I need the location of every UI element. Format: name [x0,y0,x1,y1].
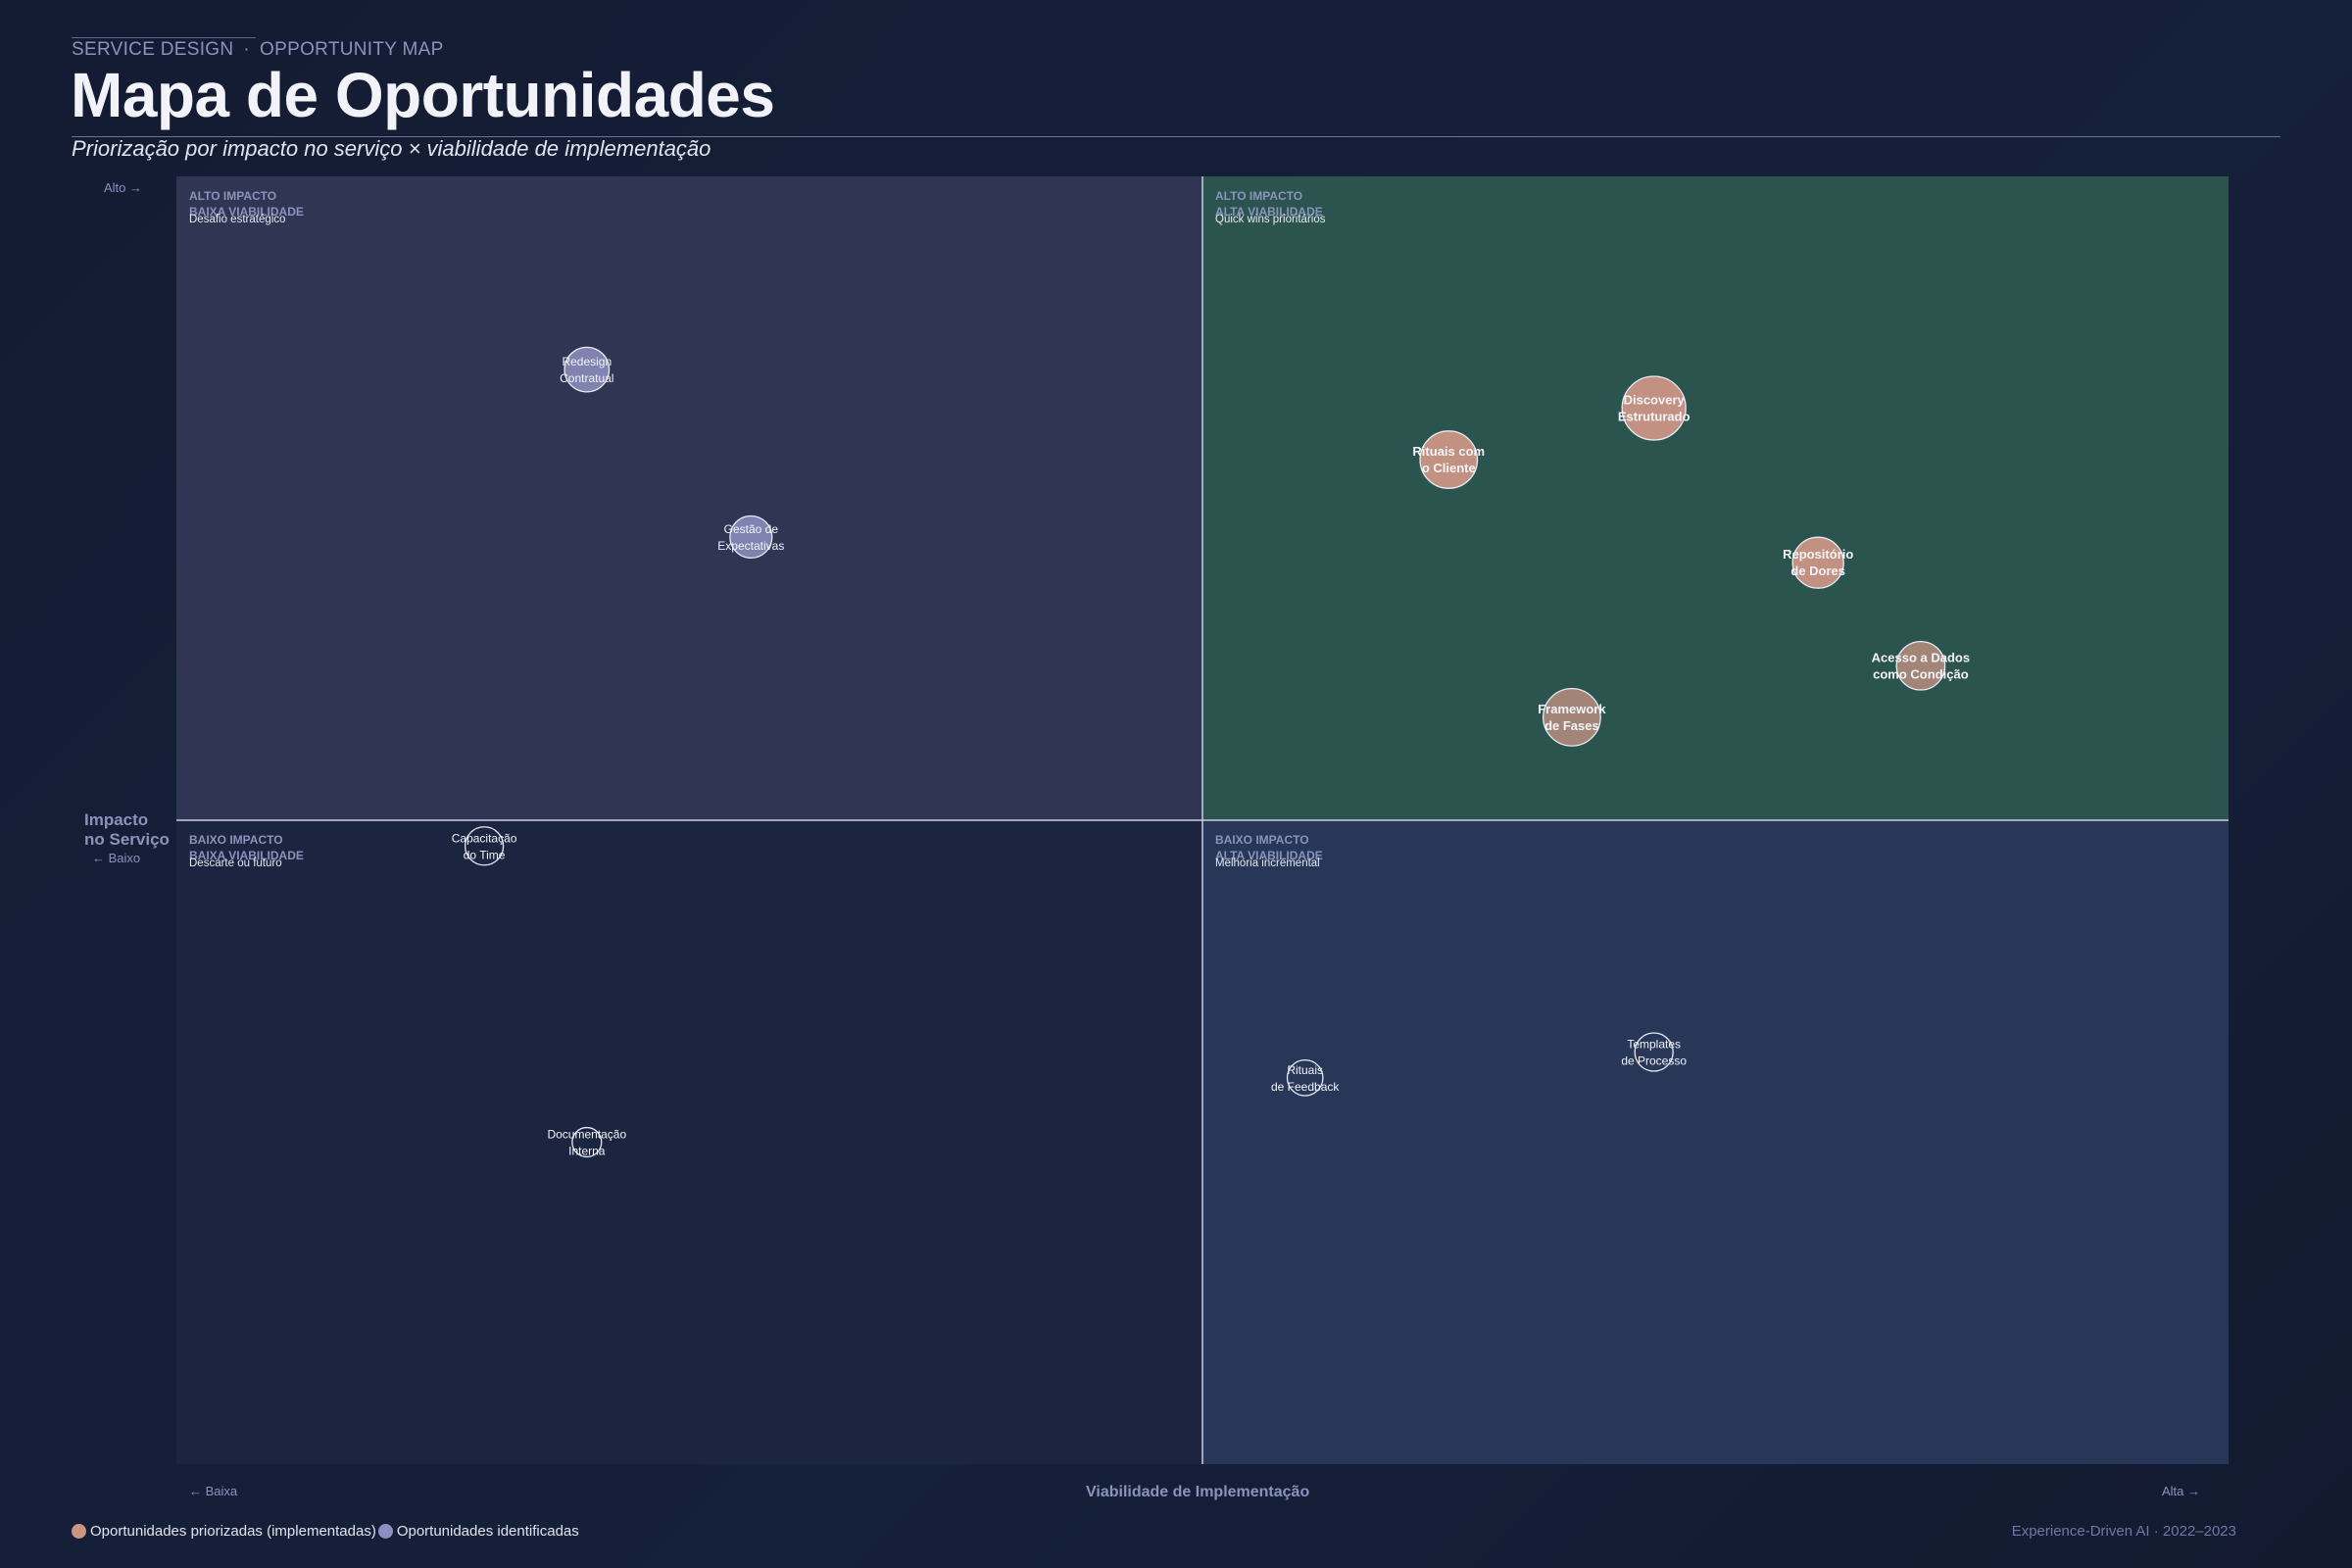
y-axis-title-line2: no Serviço [84,830,170,849]
quadrants [176,176,2229,1464]
quadrant-top-right [1202,176,2229,820]
bubble[interactable] [1621,375,1687,441]
footer-credit: Experience-Driven AI · 2022–2023 [2011,1523,2236,1540]
point-label: de Processo [1621,1054,1687,1068]
bubble[interactable] [1791,536,1844,589]
point-label: Redesign [562,355,612,368]
y-axis-high-label: Alto → [104,180,143,195]
eyebrow-right: OPPORTUNITY MAP [260,39,444,60]
page-title: Mapa de Oportunidades [71,60,775,130]
point-label: Framework [1538,702,1606,716]
quadrant-bottom-left [176,820,1202,1464]
eyebrow-rule [72,37,256,38]
bubble[interactable] [564,346,611,393]
point-label: Estruturado [1618,410,1690,424]
bubble[interactable] [1634,1032,1674,1072]
point-label: Repositório [1783,547,1853,562]
point-capacitação-do-time[interactable]: Capacitação do Time [452,826,517,866]
point-label: Rituais [1287,1063,1323,1077]
quadrant-subtitle: ALTA VIABILIDADE [1215,205,1323,219]
quadrant-description: Desafio estratégico [189,214,285,225]
page-subtitle: Priorização por impacto no serviço × via… [72,136,711,161]
point-rituais-de-feedback[interactable]: Rituais de Feedback [1271,1058,1340,1097]
eyebrow-left: SERVICE DESIGN [72,39,234,60]
bubble[interactable] [1543,687,1601,747]
point-documentação-interna[interactable]: Documentação Interna [547,1126,626,1158]
point-label: de Feedback [1271,1080,1340,1094]
point-label: de Fases [1544,718,1599,733]
y-axis-title: Impacto no Serviço [84,810,170,850]
legend-item-prioritized: Oportunidades priorizadas (implementadas… [72,1523,376,1540]
title-rule [72,136,2280,137]
point-label: Capacitação [452,831,517,845]
point-label: Gestão de [724,522,779,536]
bubble[interactable] [571,1126,603,1158]
point-label: o Cliente [1422,461,1476,475]
quadrant-title: ALTO IMPACTO [1215,189,1302,203]
point-label: Documentação [547,1128,626,1142]
point-label: Acesso a Dados [1872,650,1970,664]
quadrant-title: BAIXO IMPACTO [1215,833,1309,847]
y-axis-low-label: ← Baixo [92,851,141,865]
legend-label-prioritized: Oportunidades priorizadas (implementadas… [90,1523,376,1540]
quadrant-title: BAIXO IMPACTO [189,833,283,847]
legend: Oportunidades priorizadas (implementadas… [72,1523,581,1540]
point-framework-de-fases[interactable]: Framework de Fases [1538,687,1606,747]
point-gestão-de-expectativas[interactable]: Gestão de Expectativas [717,514,784,560]
quadrant-bottom-right [1202,820,2229,1464]
point-label: de Dores [1790,564,1845,578]
y-axis-title-line1: Impacto [84,810,149,829]
bubble[interactable] [1419,430,1479,489]
point-redesign-contratual[interactable]: Redesign Contratual [560,346,613,393]
quadrant-subtitle: BAIXA VIABILIDADE [189,849,304,862]
quadrant-description: Quick wins prioritários [1215,214,1326,225]
point-label: como Condição [1873,666,1969,681]
point-repositório-de-dores[interactable]: Repositório de Dores [1783,536,1853,589]
x-axis-low-label: ← Baixa [189,1484,238,1498]
legend-swatch-prioritized [72,1524,86,1539]
x-axis-high-label: Alta → [2162,1484,2201,1498]
bubble[interactable] [729,514,773,560]
point-label: Contratual [560,371,613,385]
point-label: Expectativas [717,539,784,553]
point-templates-de-processo[interactable]: Templates de Processo [1621,1032,1687,1072]
quadrant-subtitle: ALTA VIABILIDADE [1215,849,1323,862]
bubble[interactable] [1895,640,1946,691]
data-points: Discovery Estruturado Rituais com o Cliente… [452,346,1970,1158]
eyebrow: SERVICE DESIGN · OPPORTUNITY MAP [72,39,444,61]
point-discovery-estruturado[interactable]: Discovery Estruturado [1618,375,1690,441]
legend-label-identified: Oportunidades identificadas [396,1523,579,1540]
point-label: Templates [1627,1038,1681,1052]
x-axis-title: Viabilidade de Implementação [1086,1484,1310,1500]
point-label: do Time [464,848,506,861]
eyebrow-separator: · [243,39,251,60]
quadrant-top-left [176,176,1202,820]
legend-item-identified: Oportunidades identificadas [377,1523,579,1540]
legend-swatch-identified [377,1524,393,1539]
quadrant-description: Melhoria incremental [1215,858,1320,869]
quadrant-description: Descarte ou futuro [189,858,282,869]
point-acesso-a-dados-como-condição[interactable]: Acesso a Dados como Condição [1872,640,1970,691]
point-label: Rituais com [1412,444,1485,459]
point-rituais-com-o-cliente[interactable]: Rituais com o Cliente [1412,430,1485,489]
point-label: Discovery [1624,393,1686,408]
point-label: Interna [568,1145,606,1158]
quadrant-dividers [176,176,2229,1464]
quadrant-title: ALTO IMPACTO [189,189,276,203]
quadrant-subtitle: BAIXA VIABILIDADE [189,205,304,219]
bubble[interactable] [464,826,505,866]
bubble[interactable] [1286,1058,1324,1097]
